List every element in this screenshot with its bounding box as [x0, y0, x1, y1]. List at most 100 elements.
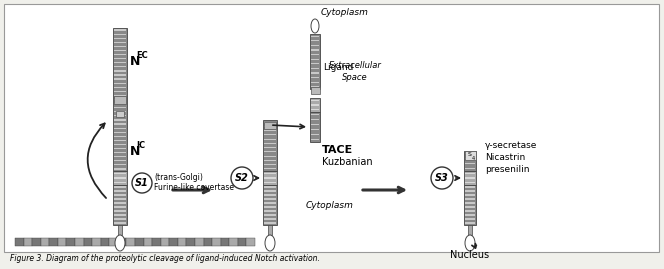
Bar — [75, 238, 84, 246]
Bar — [49, 238, 58, 246]
Bar — [118, 225, 122, 235]
Bar — [464, 171, 476, 185]
Bar — [114, 107, 126, 108]
Bar — [264, 134, 276, 136]
Bar — [114, 152, 126, 153]
Text: Nicastrin: Nicastrin — [485, 153, 525, 162]
Bar — [465, 153, 475, 154]
Bar — [113, 171, 127, 185]
Bar — [310, 112, 320, 142]
Bar — [114, 214, 126, 215]
Bar — [114, 128, 126, 129]
Text: Kuzbanian: Kuzbanian — [322, 157, 373, 167]
Bar — [114, 95, 126, 96]
Bar — [114, 83, 126, 84]
Bar — [114, 132, 126, 133]
Bar — [311, 129, 319, 130]
Bar — [23, 238, 32, 246]
Bar — [114, 222, 126, 224]
Text: (trans-Golgi): (trans-Golgi) — [154, 174, 203, 182]
Bar — [311, 40, 319, 41]
Bar — [118, 238, 126, 246]
Bar — [311, 124, 319, 125]
Bar — [66, 238, 75, 246]
Bar — [114, 91, 126, 92]
Circle shape — [132, 173, 152, 193]
Bar — [212, 238, 220, 246]
Bar — [114, 58, 126, 59]
Bar — [204, 238, 212, 246]
Bar — [114, 103, 126, 104]
Bar — [114, 79, 126, 80]
Bar — [113, 185, 127, 225]
Bar — [264, 168, 276, 169]
Bar — [465, 199, 475, 200]
Bar — [264, 126, 276, 127]
Bar — [238, 238, 246, 246]
Bar — [114, 194, 126, 196]
Bar — [465, 182, 475, 183]
Bar — [143, 238, 152, 246]
Bar — [114, 177, 126, 179]
Circle shape — [431, 167, 453, 189]
Text: Nucleus: Nucleus — [450, 250, 489, 260]
Bar — [114, 144, 126, 145]
Bar — [161, 238, 169, 246]
Bar — [264, 122, 276, 129]
Bar — [264, 182, 276, 183]
Bar — [15, 238, 23, 246]
Bar — [311, 100, 319, 101]
Bar — [464, 151, 476, 171]
Bar — [195, 238, 204, 246]
Text: S3: S3 — [435, 173, 449, 183]
Bar — [311, 77, 319, 78]
Text: N: N — [130, 55, 140, 68]
Bar — [268, 225, 272, 235]
Bar — [465, 222, 475, 224]
Bar — [126, 238, 135, 246]
Bar — [264, 199, 276, 200]
Bar — [114, 199, 126, 200]
Bar — [114, 148, 126, 149]
Ellipse shape — [311, 19, 319, 33]
Bar — [311, 68, 319, 69]
Text: Furine-like covertase: Furine-like covertase — [154, 183, 234, 193]
Text: presenilin: presenilin — [485, 165, 529, 174]
Bar — [264, 194, 276, 196]
Text: EC: EC — [136, 51, 148, 60]
Text: S2: S2 — [235, 173, 249, 183]
Bar — [264, 143, 276, 144]
Bar — [114, 206, 126, 208]
Bar — [116, 111, 124, 117]
Bar — [110, 238, 118, 246]
Bar — [114, 160, 126, 161]
Text: Cytoplasm: Cytoplasm — [321, 8, 369, 17]
Bar — [264, 160, 276, 161]
Bar — [114, 210, 126, 212]
Bar — [311, 119, 319, 120]
Bar — [264, 190, 276, 192]
Bar — [465, 186, 475, 187]
Bar — [114, 42, 126, 43]
Ellipse shape — [465, 235, 475, 251]
Bar — [114, 54, 126, 55]
Circle shape — [231, 167, 253, 189]
Text: IC: IC — [136, 141, 145, 150]
Bar — [311, 114, 319, 115]
Bar — [114, 34, 126, 35]
Bar — [114, 87, 126, 88]
Bar — [311, 82, 319, 83]
Text: Figure 3. Diagram of the proteolytic cleavage of ligand-induced Notch activation: Figure 3. Diagram of the proteolytic cle… — [10, 254, 320, 263]
Bar — [114, 136, 126, 137]
Bar — [178, 238, 187, 246]
Bar — [114, 70, 126, 72]
Bar — [114, 29, 126, 31]
Bar — [465, 202, 475, 204]
Bar — [465, 206, 475, 208]
Bar — [311, 59, 319, 60]
Bar — [311, 45, 319, 46]
Text: 4: 4 — [471, 155, 475, 161]
Bar — [264, 218, 276, 220]
Bar — [263, 185, 277, 225]
Bar — [169, 238, 178, 246]
